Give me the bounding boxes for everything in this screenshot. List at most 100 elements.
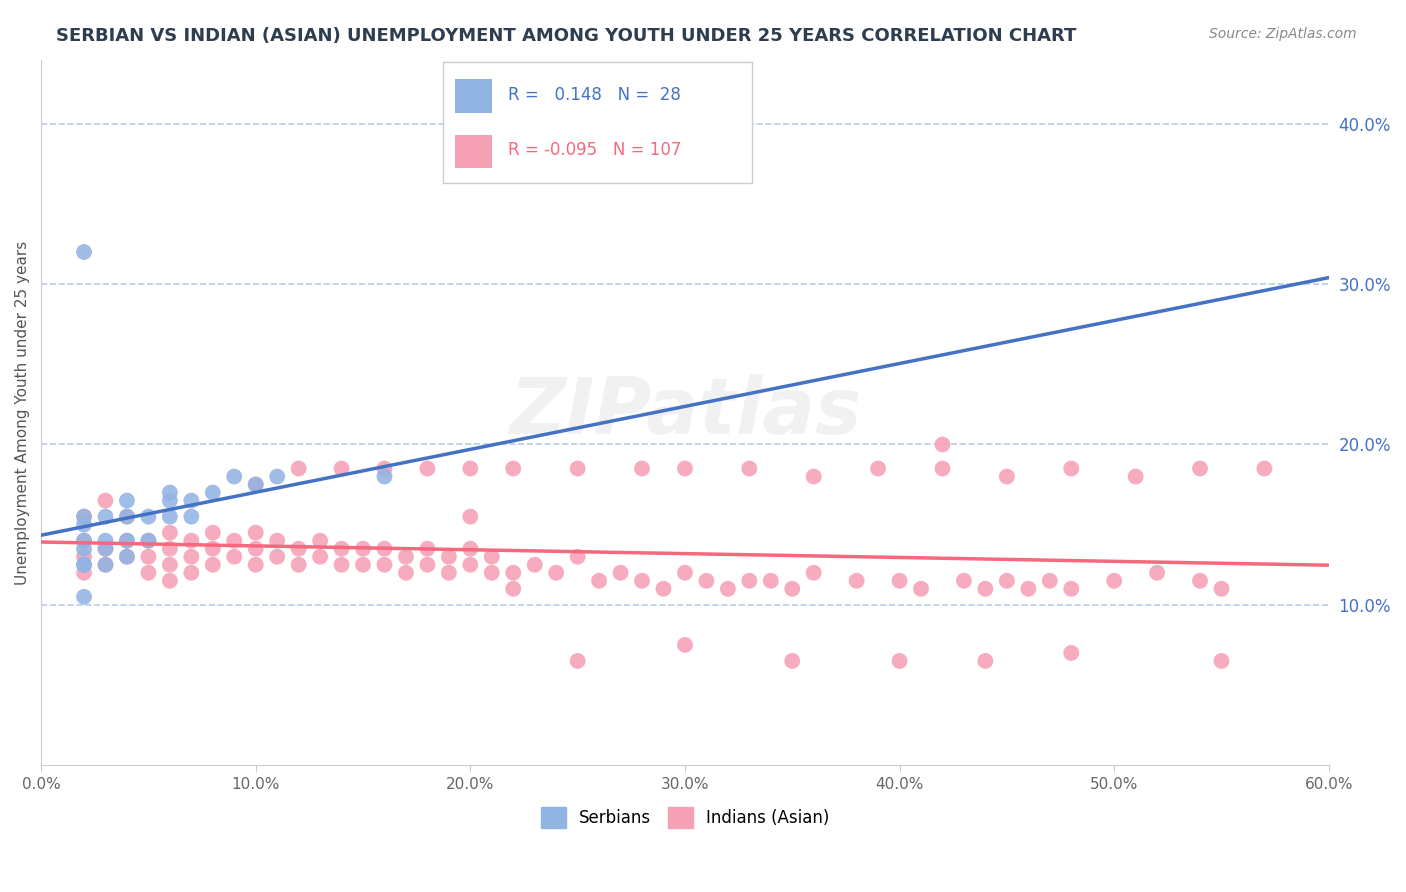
Point [373, 558, 395, 572]
Text: Source: ZipAtlas.com: Source: ZipAtlas.com [1209, 27, 1357, 41]
Point [1060, 582, 1083, 596]
Point [481, 549, 503, 564]
Point [73, 558, 96, 572]
Point [73, 533, 96, 548]
Point [115, 533, 138, 548]
Point [631, 574, 654, 588]
Point [1125, 469, 1147, 483]
Point [73, 566, 96, 580]
Point [845, 574, 868, 588]
Point [502, 461, 524, 475]
Point [1211, 654, 1233, 668]
Point [460, 461, 482, 475]
Point [159, 525, 181, 540]
Point [1146, 566, 1168, 580]
Point [94, 509, 117, 524]
Point [115, 533, 138, 548]
Point [759, 574, 782, 588]
Point [94, 558, 117, 572]
Point [201, 541, 224, 556]
Point [115, 509, 138, 524]
Point [780, 654, 803, 668]
Point [94, 541, 117, 556]
Point [889, 654, 911, 668]
Point [974, 654, 997, 668]
Point [352, 558, 374, 572]
Point [180, 509, 202, 524]
Point [224, 533, 246, 548]
Point [481, 566, 503, 580]
Point [73, 549, 96, 564]
Point [1211, 582, 1233, 596]
Point [330, 541, 353, 556]
Point [138, 509, 160, 524]
Point [567, 549, 589, 564]
Point [180, 493, 202, 508]
Point [1060, 461, 1083, 475]
Point [73, 541, 96, 556]
Point [159, 493, 181, 508]
Point [73, 509, 96, 524]
Point [224, 549, 246, 564]
Point [73, 590, 96, 604]
Legend: Serbians, Indians (Asian): Serbians, Indians (Asian) [534, 801, 837, 834]
Point [502, 582, 524, 596]
Point [523, 558, 546, 572]
Point [309, 549, 332, 564]
Point [738, 574, 761, 588]
Point [631, 461, 654, 475]
FancyBboxPatch shape [456, 79, 492, 113]
Point [180, 533, 202, 548]
Point [73, 558, 96, 572]
Point [287, 461, 309, 475]
Point [245, 477, 267, 491]
Point [803, 469, 825, 483]
Point [138, 549, 160, 564]
Point [138, 533, 160, 548]
Point [201, 485, 224, 500]
Point [460, 509, 482, 524]
Point [1017, 582, 1039, 596]
Point [159, 574, 181, 588]
Point [567, 654, 589, 668]
Point [266, 549, 288, 564]
Point [266, 469, 288, 483]
Point [330, 461, 353, 475]
Point [94, 533, 117, 548]
Point [974, 582, 997, 596]
Point [868, 461, 890, 475]
Point [159, 541, 181, 556]
Point [738, 461, 761, 475]
Point [437, 549, 460, 564]
Point [352, 541, 374, 556]
Point [673, 566, 696, 580]
Point [717, 582, 740, 596]
Point [94, 558, 117, 572]
Point [995, 574, 1018, 588]
Point [115, 509, 138, 524]
Point [460, 558, 482, 572]
Point [1102, 574, 1125, 588]
Point [309, 533, 332, 548]
Point [115, 549, 138, 564]
Point [245, 541, 267, 556]
Point [953, 574, 976, 588]
Point [201, 558, 224, 572]
Point [673, 461, 696, 475]
Point [373, 469, 395, 483]
Point [115, 549, 138, 564]
Point [73, 245, 96, 260]
Text: R =   0.148   N =  28: R = 0.148 N = 28 [508, 86, 681, 104]
Point [931, 461, 953, 475]
Point [437, 566, 460, 580]
Point [266, 533, 288, 548]
Point [1188, 461, 1211, 475]
Point [588, 574, 610, 588]
Point [652, 582, 675, 596]
Point [224, 469, 246, 483]
Point [395, 566, 418, 580]
Y-axis label: Unemployment Among Youth under 25 years: Unemployment Among Youth under 25 years [15, 240, 30, 584]
Point [416, 461, 439, 475]
Point [502, 566, 524, 580]
Point [94, 541, 117, 556]
